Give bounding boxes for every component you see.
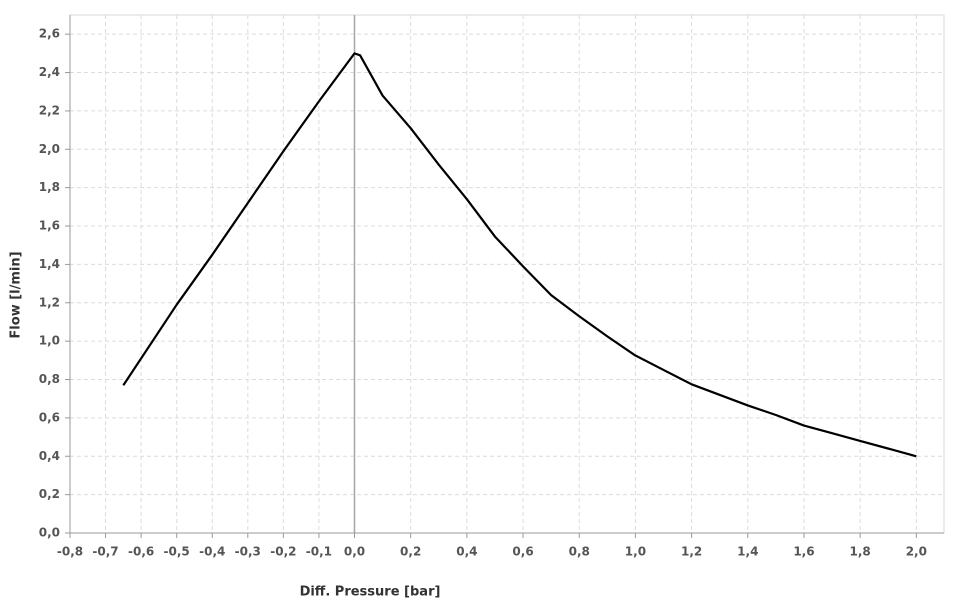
x-tick-label: 1,2 [681,545,702,559]
y-tick-label: 0,0 [39,526,60,540]
y-tick-label: 1,4 [39,257,60,271]
x-tick-label: -0,2 [270,545,296,559]
y-tick-label: 1,2 [39,295,60,309]
x-tick-label: -0,8 [57,545,83,559]
y-tick-label: 2,6 [39,27,60,41]
x-tick-label: 0,6 [512,545,533,559]
x-tick-label: 0,0 [344,545,365,559]
y-tick-label: 1,8 [39,180,60,194]
y-tick-label: 1,6 [39,219,60,233]
data-line [122,52,917,458]
y-tick-label: 0,2 [39,487,60,501]
x-tick-label: 1,0 [625,545,646,559]
x-tick-label: -0,7 [92,545,118,559]
x-tick-label: 0,4 [456,545,477,559]
x-tick-label: -0,5 [164,545,190,559]
x-tick-label: -0,3 [235,545,261,559]
x-tick-label: 0,8 [569,545,590,559]
x-tick-label: 0,2 [400,545,421,559]
y-axis-title: Flow [l/min] [9,251,24,338]
y-tick-label: 0,8 [39,372,60,386]
x-tick-label: -0,4 [199,545,225,559]
x-tick-label: 1,4 [737,545,758,559]
y-tick-label: 2,2 [39,103,60,117]
plot-area [69,14,945,534]
y-tick-label: 1,0 [39,334,60,348]
x-tick-label: -0,1 [306,545,332,559]
y-tick-label: 0,4 [39,449,60,463]
y-tick-label: 0,6 [39,410,60,424]
x-tick-label: 1,6 [793,545,814,559]
y-tick-label: 2,4 [39,65,60,79]
y-tick-label: 2,0 [39,142,60,156]
x-tick-label: 2,0 [906,545,927,559]
x-tick-label: 1,8 [850,545,871,559]
x-tick-label: -0,6 [128,545,154,559]
x-axis-title: Diff. Pressure [bar] [300,585,441,600]
